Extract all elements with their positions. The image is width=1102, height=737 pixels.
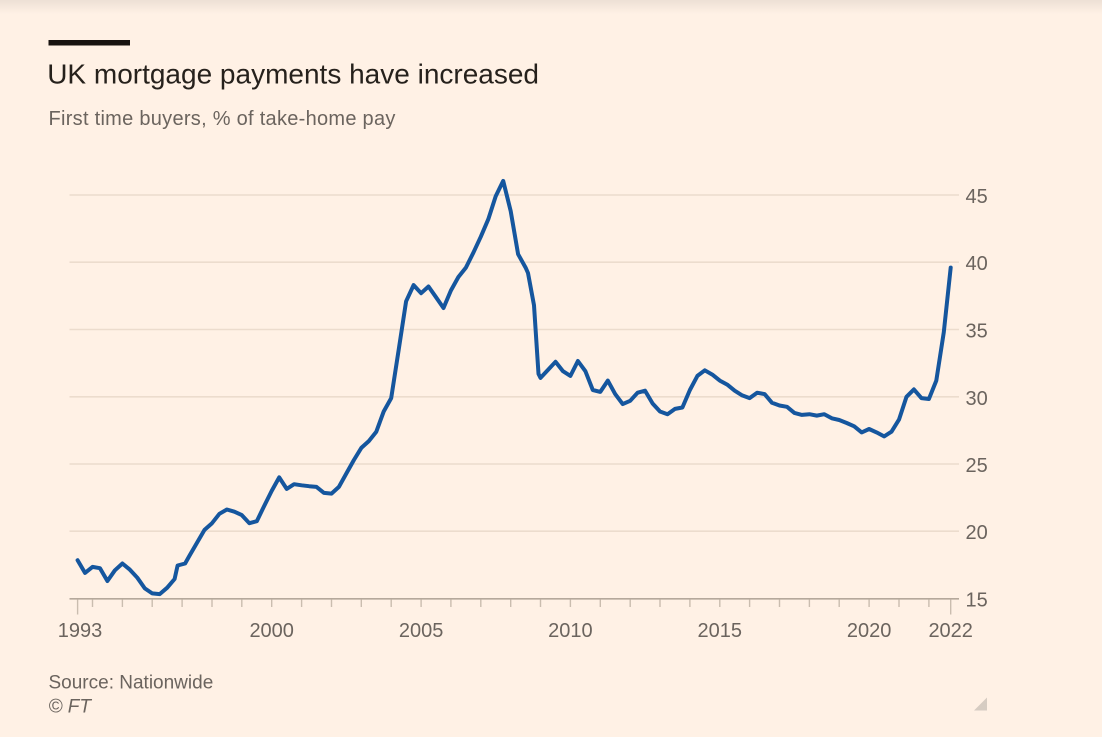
svg-text:40: 40 [966,253,988,275]
svg-text:© FT: © FT [49,697,93,718]
svg-text:30: 30 [966,388,988,410]
svg-text:1993: 1993 [58,620,103,642]
svg-text:2015: 2015 [698,620,743,642]
svg-text:20: 20 [966,522,988,544]
svg-text:2000: 2000 [249,620,294,642]
svg-text:2010: 2010 [548,620,593,642]
svg-text:45: 45 [966,186,988,208]
svg-text:Source: Nationwide: Source: Nationwide [49,673,214,694]
svg-text:35: 35 [966,321,988,343]
svg-text:2020: 2020 [847,620,892,642]
svg-text:UK mortgage payments have incr: UK mortgage payments have increased [47,59,539,90]
svg-text:First time buyers, % of take-h: First time buyers, % of take-home pay [49,108,396,130]
svg-text:15: 15 [966,590,988,612]
svg-text:2022: 2022 [928,620,973,642]
svg-text:2005: 2005 [399,620,444,642]
svg-text:25: 25 [966,455,988,477]
